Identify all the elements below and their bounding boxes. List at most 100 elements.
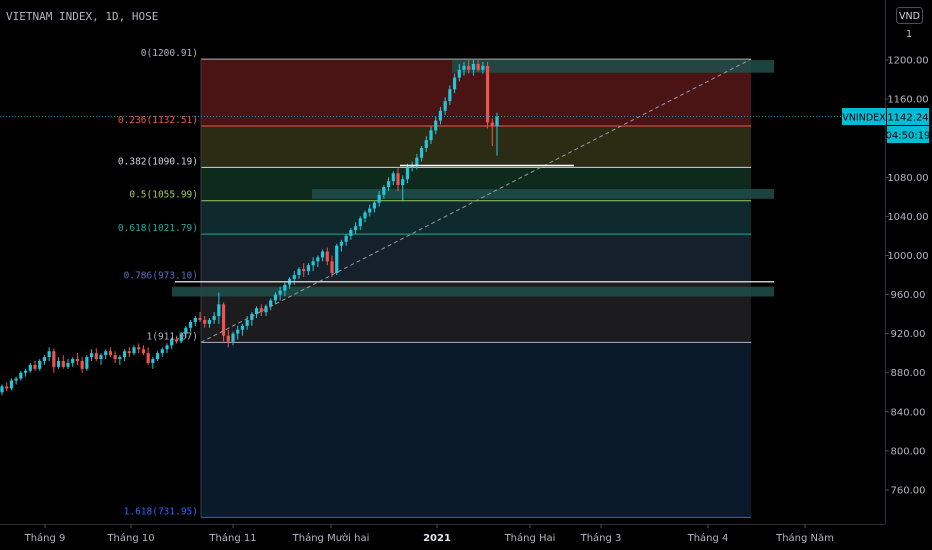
candle-body — [306, 265, 311, 272]
time-axis[interactable]: Tháng 9 Tháng 10 Tháng 11 Tháng Mười hai 202… — [24, 524, 834, 544]
price-tick-label: 880.00 — [891, 368, 926, 379]
candle-body — [438, 110, 443, 121]
price-tick-label: 1000.00 — [887, 251, 928, 262]
candle-body — [165, 345, 169, 350]
time-tick-label: Tháng 9 — [24, 532, 66, 544]
candle-body — [344, 235, 348, 242]
candle-body — [292, 275, 296, 279]
candle-body — [174, 339, 179, 342]
candle-body — [330, 261, 334, 274]
highlight-boxes[interactable] — [172, 60, 774, 297]
candle-body — [363, 212, 367, 219]
candle-body — [28, 364, 32, 371]
candle-body — [254, 308, 259, 315]
time-tick-label: Tháng Hai — [504, 532, 556, 544]
time-tick-label: Tháng Năm — [775, 532, 834, 544]
candle-body — [269, 300, 273, 307]
candle-body — [467, 65, 471, 70]
candle-body — [151, 359, 155, 363]
symbol-badge — [842, 108, 886, 125]
candle-body — [221, 304, 226, 336]
candle-body — [476, 63, 480, 70]
fib-zone — [201, 200, 751, 235]
price-tick-label: 920.00 — [891, 329, 926, 340]
candle-body — [358, 218, 362, 227]
candle-body — [66, 362, 70, 367]
candle-body — [5, 386, 9, 389]
candle-body — [339, 241, 344, 246]
candle-body — [198, 318, 202, 320]
candle-body — [311, 261, 315, 266]
candle-body — [316, 257, 320, 262]
candle-body — [443, 101, 447, 111]
candle-body — [452, 77, 457, 90]
candle-body — [368, 208, 372, 213]
candle-body — [132, 347, 136, 354]
price-tick-label: 760.00 — [891, 486, 926, 497]
candle-body — [495, 116, 499, 127]
candle-body — [9, 380, 14, 389]
highlight-box[interactable] — [312, 189, 774, 199]
candle-body — [419, 147, 424, 158]
candle-body — [335, 245, 339, 274]
candle-body — [481, 65, 485, 70]
candle-body — [297, 269, 301, 275]
candle-body — [108, 351, 113, 356]
candle-body — [207, 319, 212, 324]
symbol-title: VIETNAM INDEX, 1D, HOSE — [6, 10, 158, 23]
price-tick-label: 960.00 — [891, 290, 926, 301]
candle-body — [160, 349, 164, 354]
candle-body — [47, 351, 51, 358]
fib-zone — [201, 234, 751, 282]
candle-body — [146, 353, 150, 363]
fib-level-label: 0.382(1090.19) — [118, 156, 198, 167]
time-tick-label: Tháng 11 — [208, 532, 256, 544]
candle-body — [217, 304, 221, 317]
candle-body — [471, 63, 476, 70]
candle-body — [231, 333, 235, 342]
candle-body — [302, 269, 306, 272]
time-tick-label: Tháng 3 — [580, 532, 622, 544]
candle-body — [155, 353, 160, 360]
candle-body — [71, 359, 75, 363]
candle-body — [188, 321, 193, 328]
candle-body — [56, 361, 61, 367]
highlight-box[interactable] — [172, 286, 774, 297]
fib-level-label: 0.5(1055.99) — [129, 190, 198, 201]
price-badge-value: 1142.24 — [887, 113, 928, 124]
candle-body — [80, 361, 84, 369]
price-badge — [887, 108, 929, 125]
candle-body — [424, 140, 428, 148]
candle-body — [141, 349, 146, 354]
price-tick-label: 800.00 — [891, 446, 926, 457]
candle-body — [283, 284, 287, 291]
candle-body — [434, 120, 438, 131]
symbol-badge-label: VNINDEX — [842, 113, 886, 124]
candle-body — [353, 226, 358, 231]
candle-body — [405, 167, 410, 180]
scale-mode-label[interactable]: 1 — [906, 29, 912, 40]
candle-body — [415, 157, 419, 166]
time-tick-label: 2021 — [423, 533, 451, 544]
candle-body — [391, 173, 395, 182]
price-tick-label: 1200.00 — [887, 56, 928, 67]
candle-body — [278, 290, 282, 295]
fib-zone — [201, 342, 751, 518]
candle-body — [85, 357, 89, 369]
price-tick-label: 1080.00 — [887, 173, 928, 184]
candle-body — [250, 314, 254, 320]
highlight-box[interactable] — [452, 60, 774, 73]
candle-body — [89, 353, 94, 358]
fib-trend-line[interactable] — [200, 58, 752, 343]
currency-button[interactable] — [896, 7, 923, 24]
countdown-badge — [887, 126, 929, 143]
candle-body — [377, 194, 381, 203]
candle-body — [382, 187, 386, 195]
candle-body — [75, 359, 80, 361]
fib-zones — [201, 59, 751, 518]
currency-label: VND — [899, 11, 920, 22]
candle-body — [184, 327, 188, 334]
candle-body — [203, 319, 207, 324]
candle-body — [0, 386, 4, 393]
